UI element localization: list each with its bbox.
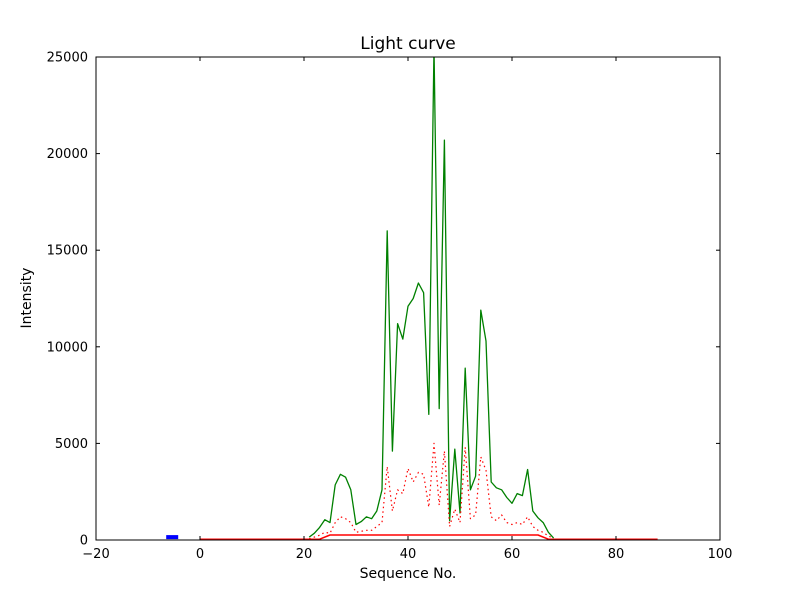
x-tick-label: 20: [296, 547, 313, 562]
chart-title: Light curve: [360, 34, 455, 54]
x-tick-label: −20: [82, 547, 109, 562]
y-axis-label: Intensity: [19, 268, 35, 329]
y-tick-label: 0: [80, 534, 88, 549]
axes-frame: [95, 56, 721, 541]
y-tick-label: 25000: [47, 51, 88, 66]
x-axis-label: Sequence No.: [360, 566, 457, 582]
y-tick-label: 15000: [47, 244, 88, 259]
x-tick-label: 40: [400, 547, 417, 562]
y-tick-label: 5000: [55, 437, 88, 452]
x-tick-label: 100: [708, 547, 733, 562]
series-intensity-curve: [308, 57, 555, 539]
y-tick-label: 10000: [47, 340, 88, 355]
series-group: [166, 57, 658, 540]
series-baseline-window: [200, 534, 658, 540]
y-tick-label: 20000: [47, 147, 88, 162]
series-secondary-intensity-dotted: [309, 442, 554, 540]
x-tick-label: 80: [608, 547, 625, 562]
x-tick-label: 0: [196, 547, 204, 562]
x-tick-label: 60: [504, 547, 521, 562]
